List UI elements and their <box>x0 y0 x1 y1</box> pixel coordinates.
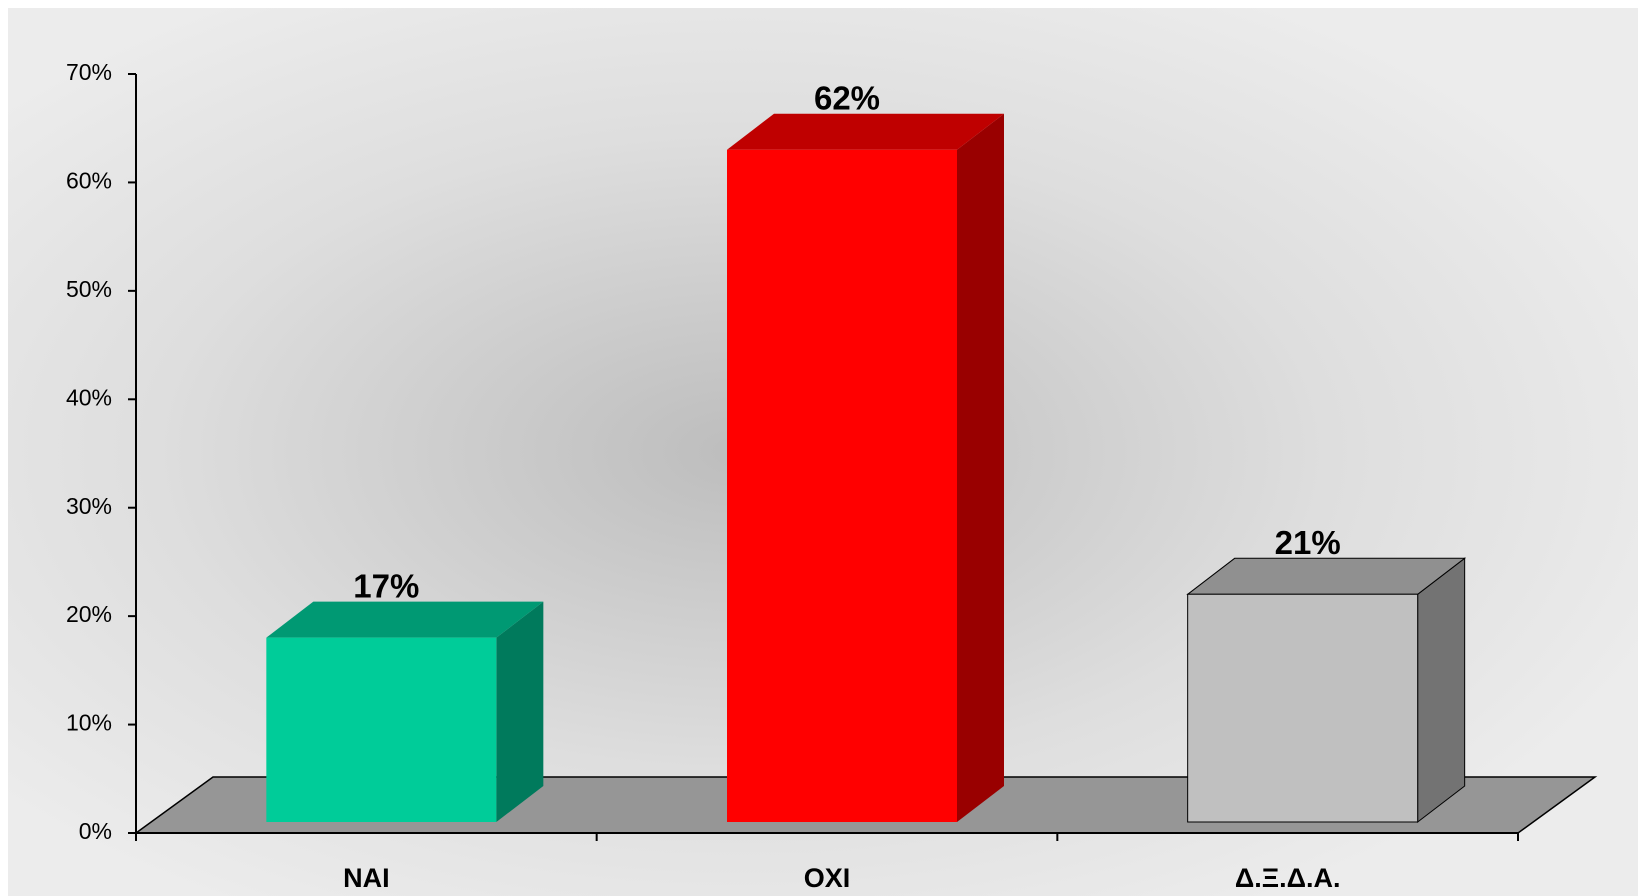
y-tick-label: 20% <box>66 601 112 627</box>
x-tick-label: OXI <box>804 863 851 893</box>
x-tick-label: Δ.Ξ.Δ.Α. <box>1235 863 1341 893</box>
bar-side <box>496 601 544 822</box>
value-label: 62% <box>814 79 880 116</box>
bar-side <box>1417 557 1466 824</box>
bar <box>266 601 544 822</box>
bar-front <box>1187 593 1419 823</box>
bar-top <box>727 113 1004 150</box>
bar-side <box>957 113 1004 822</box>
value-label: 21% <box>1275 524 1341 561</box>
bar-top <box>266 601 544 638</box>
bar <box>1186 557 1467 824</box>
bar-front <box>727 149 957 822</box>
y-tick-label: 70% <box>66 59 112 85</box>
bar <box>727 113 1004 822</box>
y-tick-label: 40% <box>66 384 112 410</box>
y-tick-label: 60% <box>66 168 112 194</box>
bar-top <box>1186 557 1467 595</box>
value-label: 17% <box>353 567 419 604</box>
bar-front <box>266 637 497 822</box>
y-tick-label: 50% <box>66 276 112 302</box>
y-tick-label: 0% <box>79 818 112 844</box>
x-tick-label: NAI <box>343 863 390 893</box>
y-tick-label: 30% <box>66 493 112 519</box>
y-tick-label: 10% <box>66 710 112 736</box>
